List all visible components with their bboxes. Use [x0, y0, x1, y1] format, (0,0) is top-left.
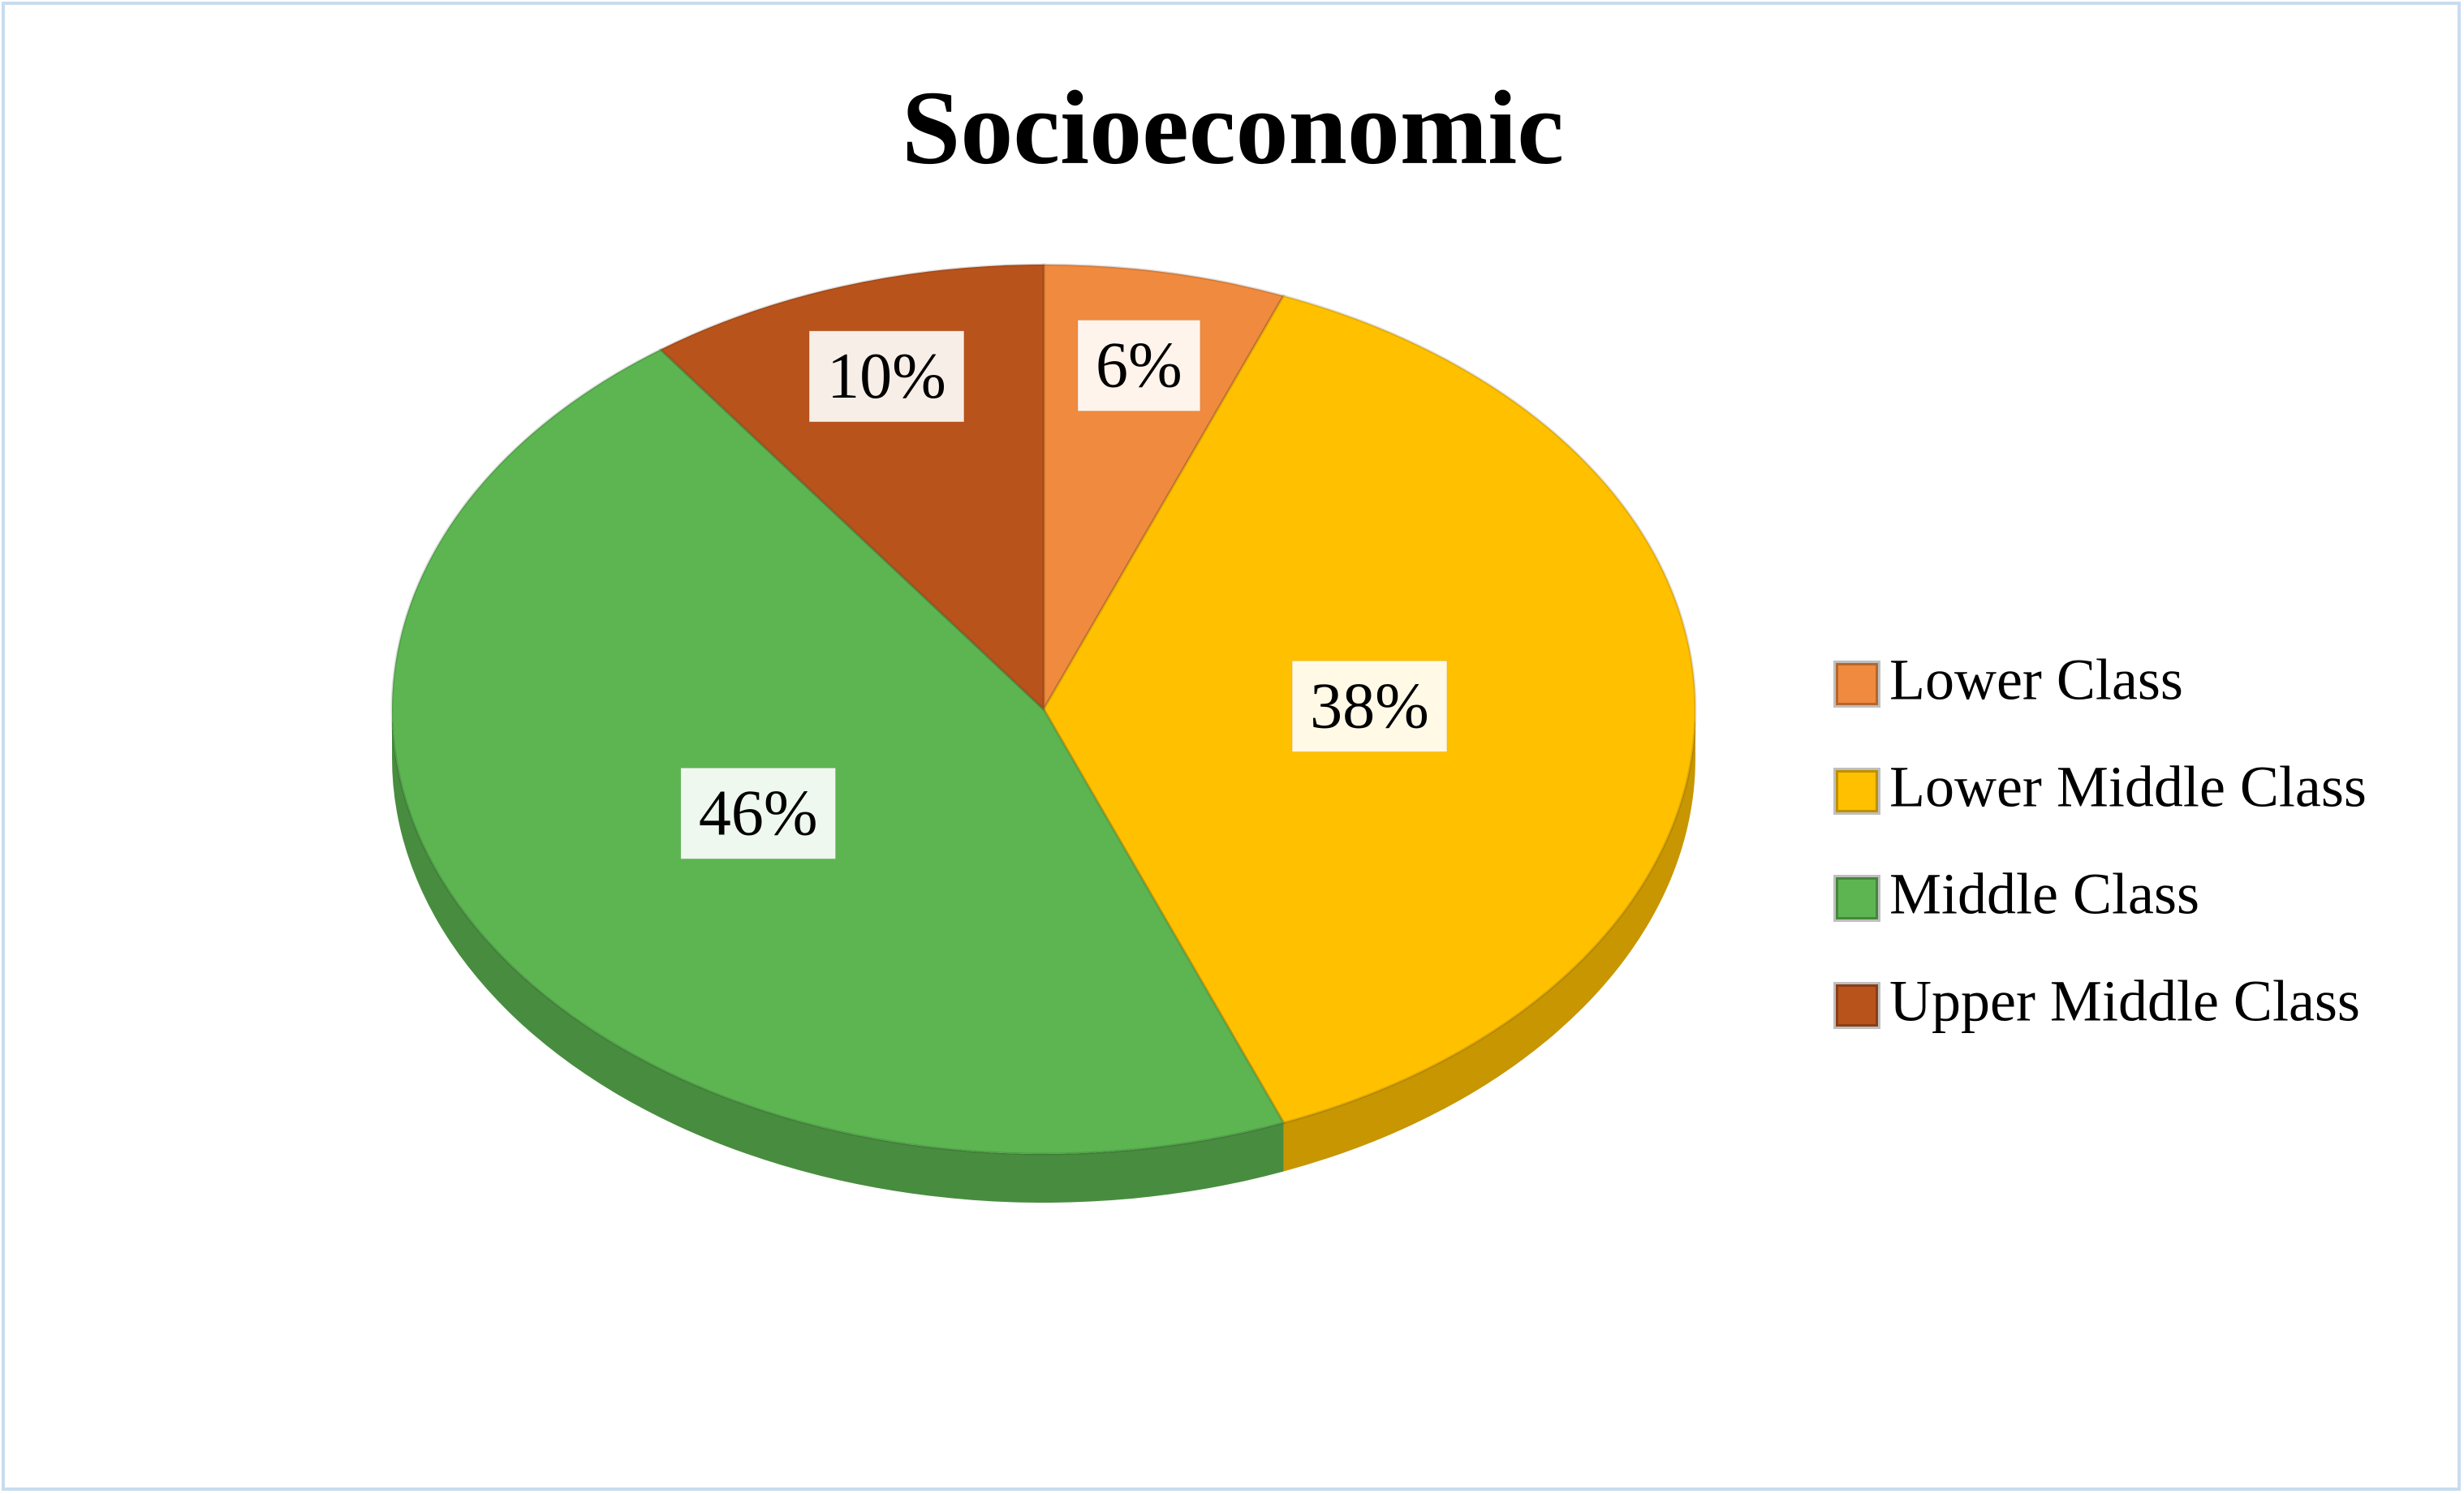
legend-swatch: [1833, 982, 1880, 1029]
legend-label: Lower Middle Class: [1889, 755, 2367, 820]
data-label-box: [808, 330, 965, 423]
slice-side: [392, 709, 1284, 1203]
data-label: 6%: [1096, 329, 1182, 401]
slice-side: [1283, 709, 1695, 1172]
data-label: 38%: [1310, 670, 1429, 742]
legend-swatch: [1833, 661, 1880, 708]
slice-top: [390, 347, 1286, 1156]
legend-swatch: [1833, 768, 1880, 815]
data-label-box: [1077, 319, 1201, 411]
data-label-box: [1291, 660, 1448, 752]
data-label: 10%: [827, 341, 946, 412]
chart-title: Socioeconomic: [902, 70, 1564, 187]
legend-label: Lower Class: [1889, 648, 2183, 713]
data-label-box: [680, 767, 836, 859]
legend-swatch: [1833, 875, 1880, 922]
data-label: 46%: [699, 777, 818, 849]
slice: [390, 347, 1286, 1203]
legend-label: Middle Class: [1889, 862, 2199, 927]
legend-label: Upper Middle Class: [1889, 969, 2360, 1034]
